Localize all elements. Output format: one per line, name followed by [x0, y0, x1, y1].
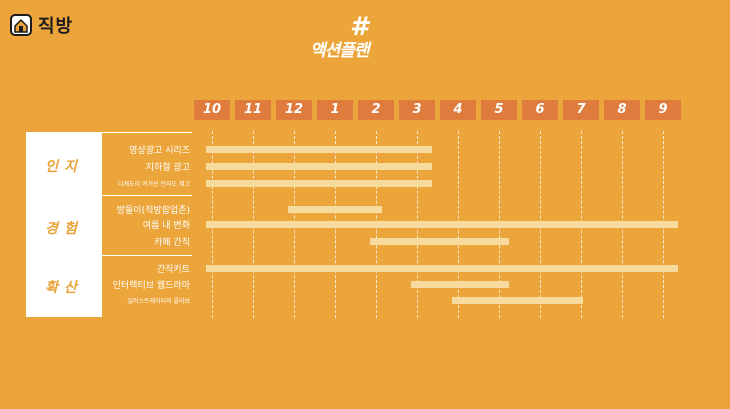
group-divider — [102, 255, 192, 256]
task-label: 일러스트레이터와 콜라보 — [127, 298, 190, 305]
month-tag: 10 — [194, 100, 230, 120]
group-label: 확산 — [45, 280, 83, 296]
task-label: 영상광고 시리즈 — [129, 146, 190, 156]
task-bar — [206, 163, 432, 170]
brand-logo[interactable]: 직방 — [10, 12, 73, 38]
house-logo-icon — [10, 14, 32, 36]
brand-name: 직방 — [38, 16, 74, 37]
task-label: 인터랙티브 웹드라마 — [112, 281, 190, 291]
task-label: 여름 내 변화 — [142, 221, 190, 231]
month-tag: 5 — [481, 100, 517, 120]
month-tag: 7 — [563, 100, 599, 120]
month-tag: 11 — [235, 100, 271, 120]
group-divider — [102, 132, 192, 133]
task-label: 방들이(직방팝업존) — [116, 206, 190, 216]
month-tag: 1 — [317, 100, 353, 120]
month-tag: 4 — [440, 100, 476, 120]
task-bar — [206, 180, 432, 187]
group-divider — [102, 195, 192, 196]
task-bar — [370, 238, 510, 245]
title-text: 액션플랜 — [310, 41, 370, 61]
group-label: 인지 — [45, 159, 83, 175]
task-bar — [206, 221, 678, 228]
month-tag: 8 — [604, 100, 640, 120]
task-bar — [288, 206, 383, 213]
task-bar — [411, 281, 510, 288]
task-label: 지하철 광고 — [145, 163, 190, 173]
group-label: 경험 — [45, 221, 83, 237]
month-tag: 9 — [645, 100, 681, 120]
month-tag: 3 — [399, 100, 435, 120]
task-label: 간직키트 — [156, 265, 190, 275]
title-hash: # — [350, 12, 369, 42]
task-label: 디케도리 여거신 인지도 제고 — [118, 181, 190, 188]
task-bar — [206, 265, 678, 272]
page-title: # 액션플랜 — [300, 14, 420, 62]
month-tag: 6 — [522, 100, 558, 120]
month-tag: 2 — [358, 100, 394, 120]
task-bar — [206, 146, 432, 153]
task-bar — [452, 297, 584, 304]
task-label: 카페 간직 — [154, 238, 190, 248]
month-tag: 12 — [276, 100, 312, 120]
